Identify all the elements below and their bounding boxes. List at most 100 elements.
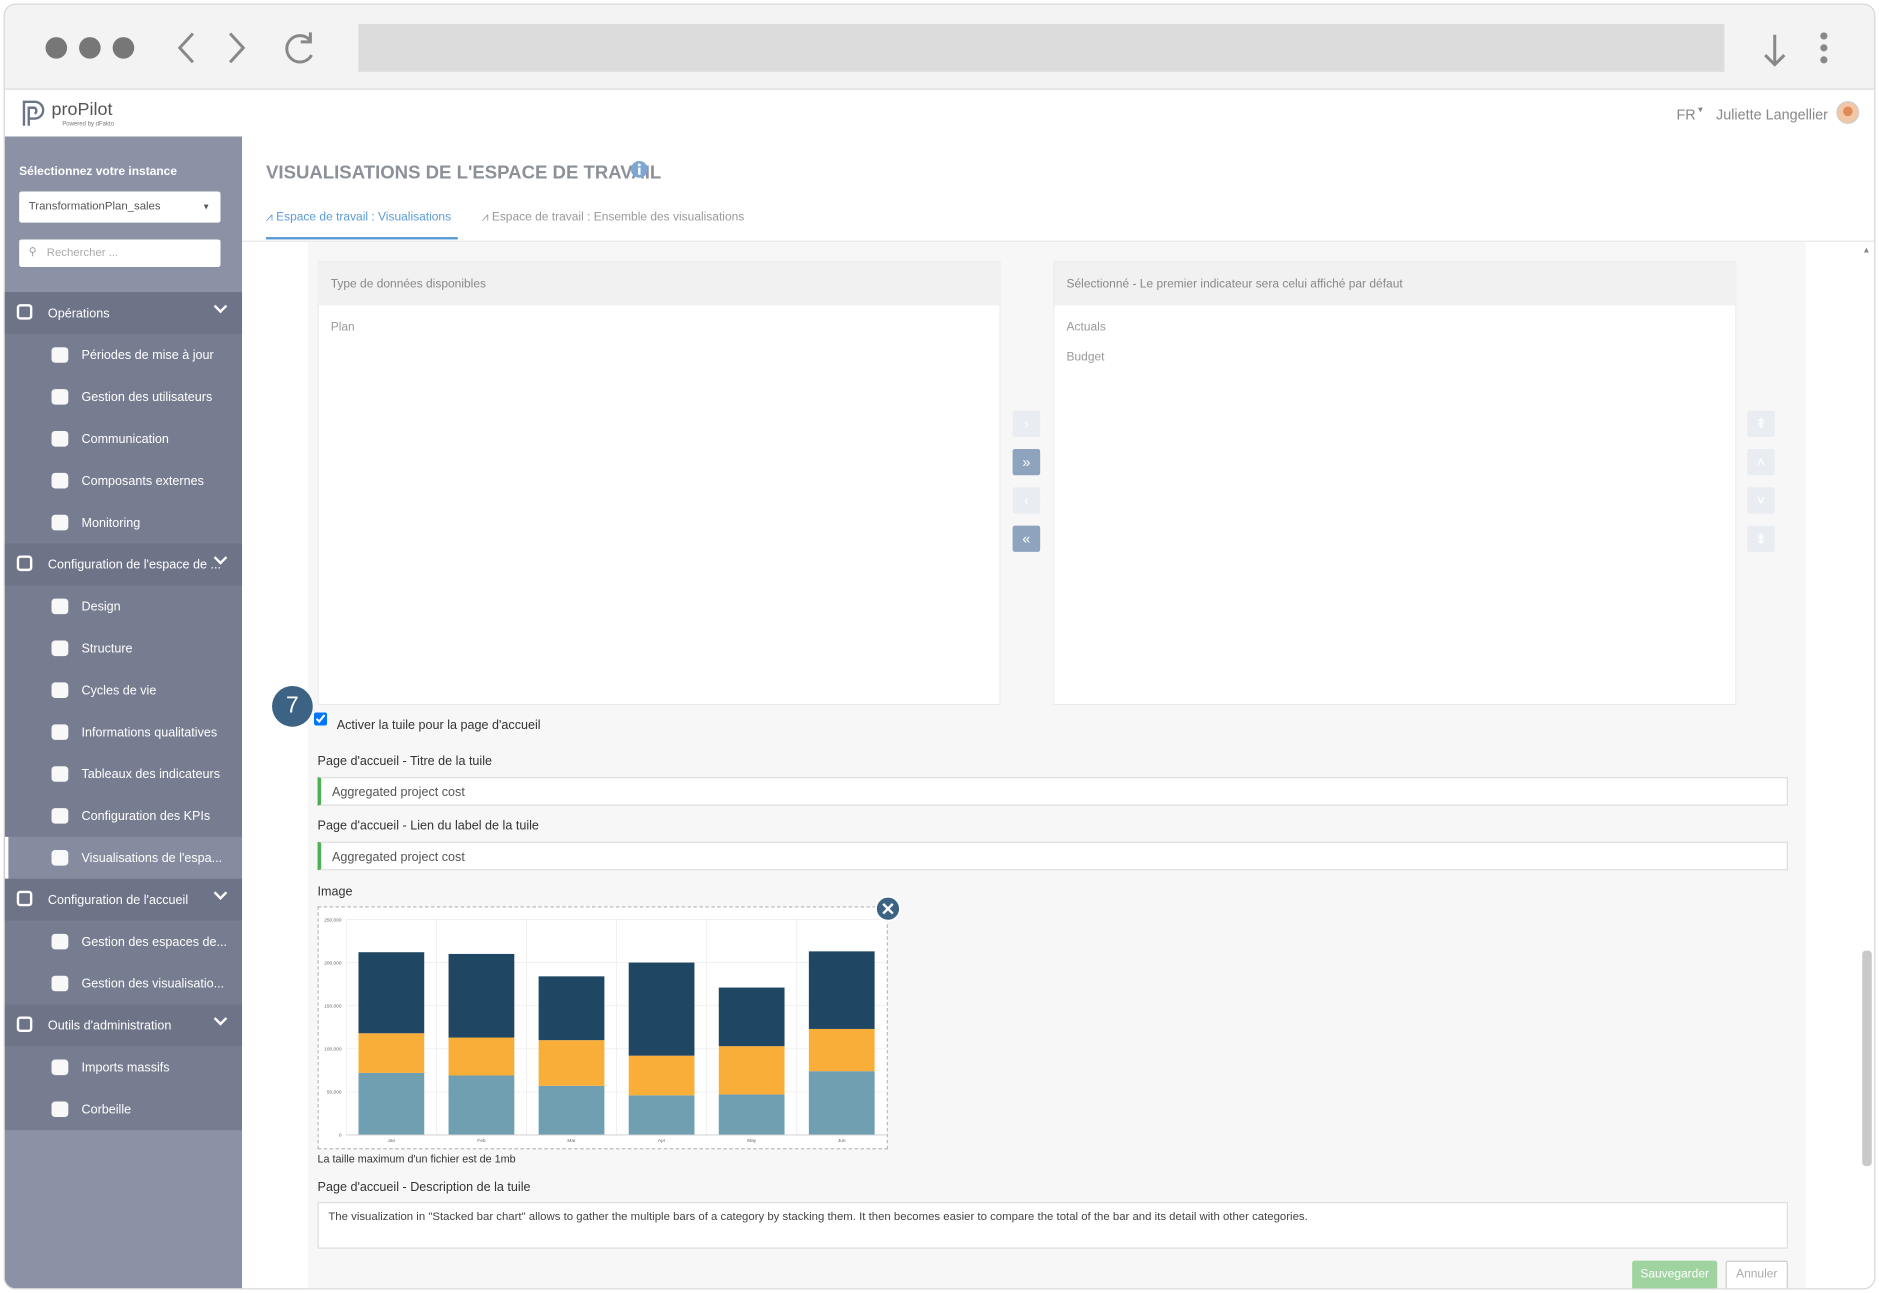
bar-segment xyxy=(448,953,515,1038)
remove-image-button[interactable] xyxy=(875,895,901,922)
image-note: La taille maximum d'un fichier est de 1m… xyxy=(317,1152,516,1165)
description-textarea[interactable]: The visualization in "Stacked bar chart"… xyxy=(317,1202,1788,1249)
item-label: Composants externes xyxy=(81,474,204,489)
list-item[interactable]: Plan xyxy=(330,320,355,335)
move-left[interactable]: ‹ xyxy=(1012,487,1041,514)
tab-icon: ⩘ xyxy=(481,210,492,224)
search-icon: ⚲ xyxy=(28,245,37,258)
link-input[interactable]: Aggregated project cost xyxy=(317,841,1788,871)
menu-item[interactable]: Imports massifs xyxy=(5,1046,242,1088)
item-icon xyxy=(51,933,69,950)
move-right[interactable]: › xyxy=(1012,410,1041,437)
item-icon xyxy=(51,430,69,447)
x-tick-label: May xyxy=(747,1138,757,1144)
list-item[interactable]: Actuals xyxy=(1066,320,1106,335)
sidebar: Sélectionnez votre instance Transformati… xyxy=(4,136,243,1289)
instance-label: Sélectionnez votre instance xyxy=(19,165,178,179)
menu-item[interactable]: Communication xyxy=(5,418,242,460)
image-preview: 0 50,000 100,000 150,000 200,000 250,000 Jan Fe… xyxy=(317,906,888,1150)
info-icon[interactable] xyxy=(630,160,648,178)
section-label: Outils d'administration xyxy=(47,1018,172,1034)
move-bottom[interactable]: ⇟ xyxy=(1747,525,1775,552)
move-all-right[interactable]: » xyxy=(1012,448,1041,476)
chart: 0 50,000 100,000 150,000 200,000 250,000 Jan Fe… xyxy=(324,917,887,1144)
move-top[interactable]: ⇞ xyxy=(1747,410,1775,437)
menu-item[interactable]: Gestion des visualisatio... xyxy=(5,963,242,1005)
toolbar-icons xyxy=(45,23,1828,72)
menu-item[interactable]: Monitoring xyxy=(5,502,242,544)
item-label: Design xyxy=(81,599,121,615)
bar-segment xyxy=(448,1075,515,1135)
item-icon xyxy=(51,808,69,824)
item-icon xyxy=(51,766,69,782)
menu-section[interactable]: Opérations xyxy=(4,292,243,335)
browser-toolbar xyxy=(4,4,1875,90)
chevron xyxy=(213,1012,228,1026)
menu-item[interactable]: Visualisations de l'espa... xyxy=(4,836,243,879)
menu-dot[interactable] xyxy=(1820,56,1828,64)
list-header-text: Type de données disponibles xyxy=(330,277,486,291)
cancel-button[interactable]: Annuler xyxy=(1725,1260,1788,1289)
menu-item[interactable]: Corbeille xyxy=(5,1088,242,1130)
bar-segment xyxy=(718,1094,785,1135)
instance-value: TransformationPlan_sales xyxy=(28,199,161,214)
menu-item[interactable]: Tableaux des indicateurs xyxy=(5,753,242,795)
bar-segment xyxy=(628,1055,695,1096)
menu-item[interactable]: Informations qualitatives xyxy=(5,711,242,753)
user-avatar[interactable] xyxy=(1836,101,1860,125)
menu-item[interactable]: Structure xyxy=(5,627,242,669)
window-dot xyxy=(112,37,135,59)
menu-item[interactable]: Gestion des utilisateurs xyxy=(5,376,242,418)
x-tick-label: Jun xyxy=(838,1138,846,1144)
forward-button[interactable] xyxy=(228,32,246,64)
menu-section[interactable]: Outils d'administration xyxy=(4,1004,243,1047)
item-label: Corbeille xyxy=(81,1102,132,1118)
menu-item[interactable]: Configuration des KPIs xyxy=(5,795,242,837)
item-label: Gestion des visualisatio... xyxy=(81,976,225,992)
instance-select[interactable]: TransformationPlan_sales ▾ xyxy=(19,191,221,223)
move-up[interactable]: ˄ xyxy=(1747,448,1775,476)
menu-item[interactable]: Périodes de mise à jour xyxy=(5,334,242,376)
search-box[interactable]: ⚲ Rechercher ... xyxy=(19,239,221,267)
tab-active[interactable]: ⩘ Espace de travail : Visualisations xyxy=(266,211,451,224)
bar-segment xyxy=(628,962,695,1056)
tab[interactable]: ⩘ Espace de travail : Ensemble des visua… xyxy=(482,211,745,224)
save-button[interactable]: Sauvegarder xyxy=(1632,1260,1718,1289)
title-input[interactable]: Aggregated project cost xyxy=(317,776,1788,806)
bar-segment xyxy=(538,976,605,1041)
menu-dot[interactable] xyxy=(1820,32,1828,40)
menu-item[interactable]: Design xyxy=(5,585,242,627)
item-icon xyxy=(51,640,69,657)
browser-window: proPilot Powered by dFakto FR ▾ Juliette… xyxy=(3,3,1876,1290)
x-tick-label: Feb xyxy=(477,1138,486,1144)
menu-item[interactable]: Gestion des espaces de... xyxy=(5,921,242,963)
menu-dot[interactable] xyxy=(1820,44,1828,52)
tab-label: Espace de travail : Visualisations xyxy=(276,210,452,224)
menu-section[interactable]: Configuration de l'espace de ... xyxy=(4,543,243,586)
search-placeholder: Rechercher ... xyxy=(46,246,119,260)
address-bar[interactable] xyxy=(358,23,1725,72)
page-title: VISUALISATIONS DE L'ESPACE DE TRAVAIL xyxy=(266,162,662,184)
menu-section[interactable]: Configuration de l'accueil xyxy=(4,878,243,921)
item-label: Tableaux des indicateurs xyxy=(81,767,220,782)
menu-item[interactable]: Composants externes xyxy=(5,460,242,502)
scrollbar-thumb[interactable] xyxy=(1862,950,1872,1167)
list-item[interactable]: Budget xyxy=(1066,350,1105,364)
selected-list: Sélectionné - Le premier indicateur sera… xyxy=(1053,260,1737,706)
bar-segment xyxy=(808,1028,875,1072)
list-header: Sélectionné - Le premier indicateur sera… xyxy=(1054,262,1736,306)
scroll-up[interactable]: ▲ xyxy=(1862,246,1871,256)
available-list: Type de données disponibles Plan xyxy=(317,260,1001,706)
move-all-left[interactable]: « xyxy=(1012,525,1041,552)
reload-button[interactable] xyxy=(285,32,313,64)
download-button[interactable] xyxy=(1764,34,1786,67)
item-icon xyxy=(51,389,69,405)
user-name[interactable]: Juliette Langellier xyxy=(1716,106,1828,124)
move-down[interactable]: ˅ xyxy=(1747,487,1775,514)
menu-item[interactable]: Cycles de vie xyxy=(5,669,242,711)
section-icon xyxy=(16,555,33,572)
back-button[interactable] xyxy=(177,32,195,64)
language-select[interactable]: FR xyxy=(1676,106,1696,124)
chevron xyxy=(213,299,228,314)
tile-checkbox[interactable] xyxy=(313,712,328,726)
